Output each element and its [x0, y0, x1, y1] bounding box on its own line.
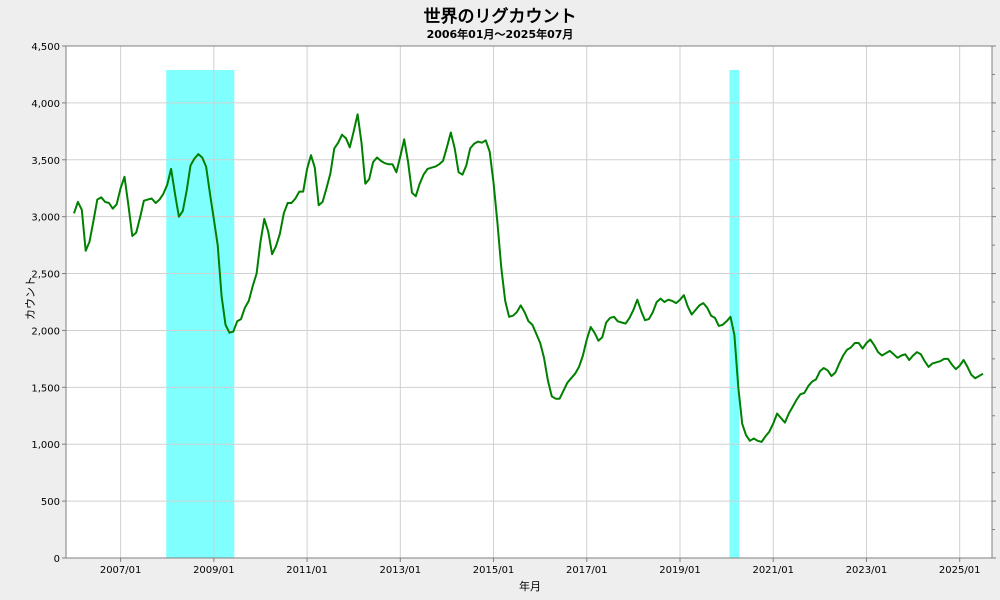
x-tick-label: 2013/01 [380, 565, 422, 576]
series-line-0 [73, 113, 984, 443]
x-tick-label: 2017/01 [566, 565, 608, 576]
x-tick-label: 2011/01 [286, 565, 328, 576]
shaded-period-1 [729, 70, 740, 558]
x-tick-label: 2023/01 [846, 565, 888, 576]
y-tick-label: 2,000 [31, 326, 60, 337]
chart-title: 世界のリグカウント [423, 7, 577, 27]
x-tick-label: 2025/01 [939, 565, 981, 576]
x-tick-label: 2015/01 [473, 565, 515, 576]
x-tick-label: 2019/01 [659, 565, 701, 576]
y-tick-label: 2,500 [31, 270, 60, 281]
x-tick-label: 2007/01 [100, 565, 142, 576]
x-axis-label: 年月 [519, 580, 541, 593]
x-tick-label: 2021/01 [752, 565, 794, 576]
y-tick-label: 0 [54, 554, 60, 565]
y-tick-label: 500 [41, 497, 60, 508]
plot-border [65, 45, 993, 559]
y-tick-label: 1,000 [31, 440, 60, 451]
shaded-period-0 [166, 70, 235, 558]
chart-subtitle: 2006年01月～2025年07月 [426, 28, 574, 41]
y-tick-label: 3,000 [31, 213, 60, 224]
shaded-periods [166, 70, 740, 558]
y-tick-label: 3,500 [31, 156, 60, 167]
x-axis-ticks: 2007/01 2009/01 2011/01 2013/01 2015/01 2017/… [100, 558, 981, 576]
grid-lines [66, 46, 992, 558]
y-tick-label: 4,000 [31, 99, 60, 110]
y-tick-label: 4,500 [31, 42, 60, 53]
y-tick-label: 1,500 [31, 383, 60, 394]
series-lines [73, 113, 984, 443]
y-axis-ticks: 0 500 1,000 1,500 2,000 2,500 3,000 3,500 4,000 4… [31, 42, 996, 565]
x-tick-label: 2009/01 [193, 565, 235, 576]
